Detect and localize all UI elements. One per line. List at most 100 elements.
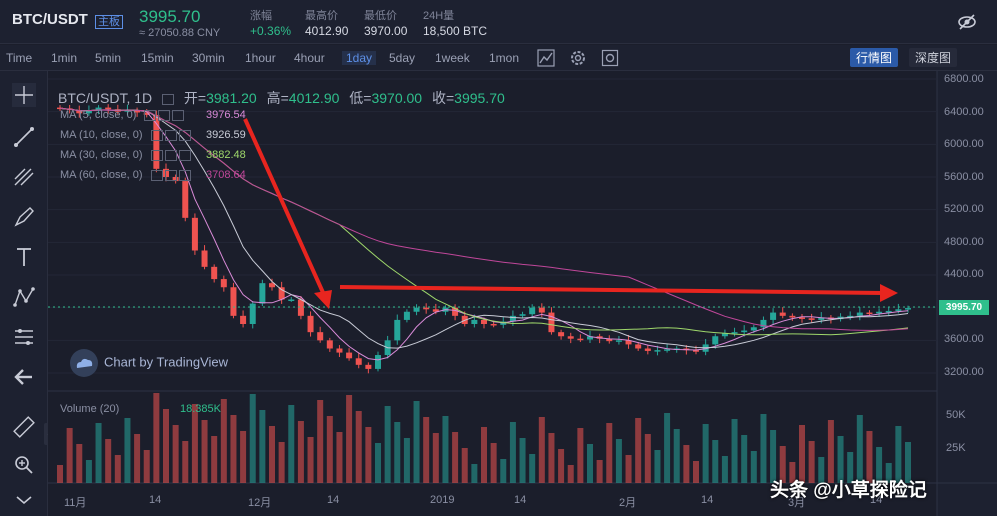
timeframe-1week[interactable]: 1week <box>435 51 470 65</box>
text-icon[interactable] <box>12 245 36 269</box>
time-axis-label: 14 <box>327 494 340 506</box>
close-icon[interactable] <box>178 149 191 161</box>
volume-bar <box>548 433 555 483</box>
volume-bar <box>818 457 825 483</box>
tradingview-branding[interactable]: Chart by TradingView <box>70 349 228 377</box>
timeframe-30min[interactable]: 30min <box>192 51 225 65</box>
close-icon[interactable] <box>172 109 185 121</box>
candle <box>240 315 247 324</box>
candle <box>519 314 526 316</box>
legend-settings-icon[interactable] <box>162 93 175 105</box>
timeframe-1mon[interactable]: 1mon <box>489 51 520 65</box>
price-chart[interactable]: 6800.00 6400.00 6000.00 5600.00 5200.00 … <box>48 71 997 516</box>
measure-icon[interactable] <box>12 325 36 349</box>
candle <box>712 336 719 345</box>
candle <box>124 110 131 112</box>
candle <box>741 330 748 333</box>
pattern-icon[interactable] <box>12 285 36 309</box>
annotation-arrow-down-head <box>314 290 332 309</box>
candle <box>895 309 902 311</box>
candle <box>413 307 420 312</box>
tab-market-chart[interactable]: 行情图 <box>850 48 899 67</box>
close-icon[interactable] <box>178 129 191 141</box>
volume-bar <box>413 401 420 483</box>
candle <box>760 319 767 328</box>
ruler-icon[interactable] <box>12 415 36 439</box>
volume-bar <box>866 431 873 483</box>
volume-bar <box>240 431 247 483</box>
eye-icon[interactable] <box>150 169 163 181</box>
gear-icon[interactable] <box>164 129 177 141</box>
timeframe-5min[interactable]: 5min <box>95 51 122 65</box>
trendline-icon[interactable] <box>12 125 36 149</box>
crosshair-icon[interactable] <box>12 83 36 107</box>
volume-bar <box>635 418 642 483</box>
candle <box>847 315 854 318</box>
volume-bar <box>596 460 603 483</box>
eye-off-icon[interactable] <box>957 12 977 32</box>
brush-icon[interactable] <box>12 205 36 229</box>
indicator-icon[interactable] <box>537 49 555 67</box>
volume-bar <box>95 423 102 483</box>
ma60-legend[interactable]: MA (60, close, 0) <box>60 169 194 181</box>
volume-bar <box>885 463 892 483</box>
timeframe-time[interactable]: Time <box>6 51 33 65</box>
volume-bar <box>105 439 112 483</box>
candle <box>818 317 825 320</box>
volume-bar <box>375 443 381 483</box>
timeframe-5day[interactable]: 5day <box>389 51 416 65</box>
candle <box>326 340 333 349</box>
ma10-legend[interactable]: MA (10, close, 0) <box>60 129 194 141</box>
screenshot-icon[interactable] <box>601 49 619 67</box>
volume-bar <box>789 462 796 483</box>
time-axis-label: 14 <box>870 494 883 506</box>
settings-icon[interactable] <box>569 49 587 67</box>
candle <box>750 327 757 331</box>
candlestick-chart[interactable] <box>48 71 997 516</box>
volume-bar <box>731 419 738 483</box>
price-axis-label: 3600.00 <box>944 333 984 345</box>
back-arrow-icon[interactable] <box>12 365 36 389</box>
timeframe-1min[interactable]: 1min <box>51 51 78 65</box>
zoom-icon[interactable] <box>12 453 36 477</box>
timeframe-1hour[interactable]: 1hour <box>245 51 276 65</box>
candle <box>558 332 565 337</box>
candle <box>134 110 141 113</box>
tab-depth-chart[interactable]: 深度图 <box>909 48 958 67</box>
candle <box>731 332 738 334</box>
timeframe-1day[interactable]: 1day <box>342 51 377 65</box>
high-label: 高= <box>266 90 289 106</box>
candle <box>432 309 439 312</box>
ma10-value: 3926.59 <box>206 129 246 141</box>
eye-icon[interactable] <box>144 109 157 121</box>
candle <box>317 332 324 341</box>
low-value: 3970.00 <box>364 24 408 38</box>
timeframe-15min[interactable]: 15min <box>141 51 174 65</box>
candle <box>606 338 613 342</box>
close-icon[interactable] <box>178 169 191 181</box>
expand-icon[interactable] <box>12 489 36 513</box>
last-price: 3995.70 <box>139 7 201 26</box>
volume-bar <box>558 449 565 483</box>
eye-icon[interactable] <box>150 129 163 141</box>
pitchfork-icon[interactable] <box>12 165 36 189</box>
candle <box>191 217 198 251</box>
timeframe-4hour[interactable]: 4hour <box>294 51 325 65</box>
candle <box>143 112 150 115</box>
gear-icon[interactable] <box>158 109 171 121</box>
ma30-legend[interactable]: MA (30, close, 0) <box>60 149 194 161</box>
eye-icon[interactable] <box>150 149 163 161</box>
volume-bar <box>230 415 237 483</box>
volume-bar <box>741 435 748 483</box>
volume-bar <box>76 444 83 483</box>
price-axis-label: 5600.00 <box>944 171 984 183</box>
ma30-value: 3882.48 <box>206 149 246 161</box>
gear-icon[interactable] <box>164 149 177 161</box>
pair-title[interactable]: BTC/USDT <box>12 11 88 28</box>
last-price-tag: 3995.70 <box>939 300 989 315</box>
volume-bar <box>442 416 449 483</box>
ma5-legend[interactable]: MA (5, close, 0) <box>60 109 187 121</box>
candle <box>297 299 304 316</box>
gear-icon[interactable] <box>164 169 177 181</box>
volume-bar <box>856 415 863 483</box>
